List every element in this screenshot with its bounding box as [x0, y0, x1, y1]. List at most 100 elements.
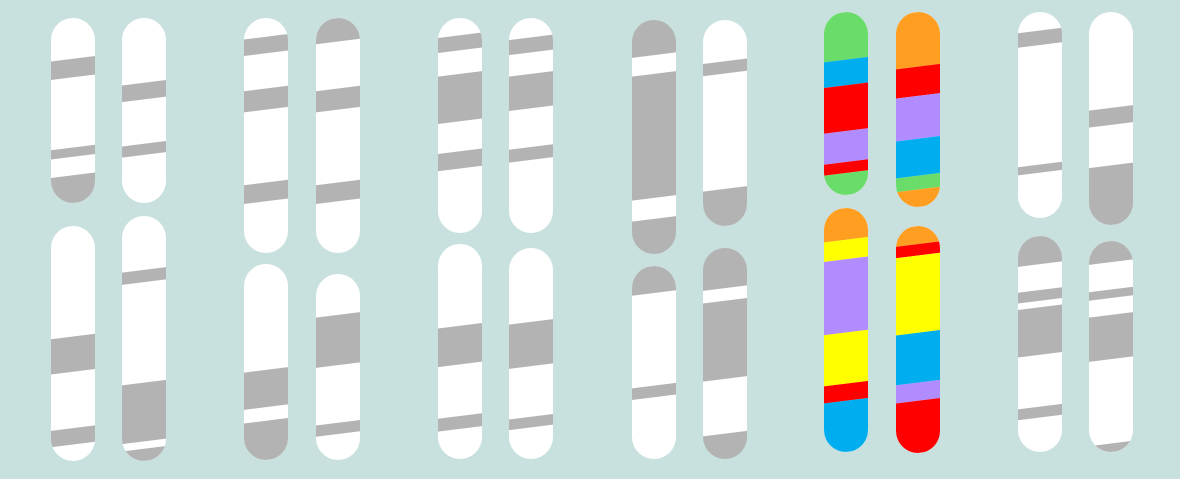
- chromosome-band: [824, 12, 868, 63]
- chromosome-band: [824, 380, 868, 404]
- chromosome-g2-bottom-b: [316, 274, 360, 460]
- chromosome-band: [896, 252, 940, 336]
- chromosome-g5-bottom-a: [824, 208, 868, 452]
- chromosome-band: [244, 179, 288, 205]
- chromosome-band: [824, 159, 868, 177]
- chromosome-band: [824, 256, 868, 336]
- chromosome-g6-bottom-a: [1018, 236, 1062, 452]
- chromosome-band: [1089, 104, 1133, 128]
- chromosome-band: [632, 266, 676, 297]
- chromosome-g3-top-b: [509, 18, 553, 233]
- chromosome-g1-bottom-b: [122, 216, 166, 461]
- chromosome-band: [316, 18, 360, 45]
- chromosome-band: [1089, 162, 1133, 225]
- chromosome-band: [51, 144, 95, 160]
- chromosome-band: [1018, 27, 1062, 48]
- chromosome-body: [632, 266, 676, 459]
- chromosome-band: [509, 413, 553, 431]
- chromosome-g4-top-a: [632, 20, 676, 254]
- chromosome-band: [896, 379, 940, 404]
- chromosome-band: [896, 12, 940, 70]
- chromosome-band: [896, 63, 940, 99]
- chromosome-g5-bottom-b: [896, 226, 940, 453]
- chromosome-band: [1018, 236, 1062, 268]
- chromosome-band: [122, 140, 166, 158]
- chromosome-band: [509, 318, 553, 370]
- chromosome-band: [632, 52, 676, 77]
- chromosome-band: [244, 366, 288, 411]
- chromosome-band: [316, 179, 360, 205]
- chromosome-band: [1018, 304, 1062, 358]
- chromosome-band: [896, 172, 940, 193]
- chromosome-band: [1018, 287, 1062, 304]
- chromosome-g5-top-b: [896, 12, 940, 207]
- chromosome-body: [122, 18, 166, 203]
- chromosome-band: [896, 397, 940, 453]
- chromosome-band: [122, 379, 166, 445]
- chromosome-band: [703, 185, 747, 226]
- chromosome-band: [1089, 241, 1133, 266]
- chromosome-band: [122, 266, 166, 286]
- chromosome-band: [632, 194, 676, 222]
- chromosome-band: [509, 34, 553, 56]
- chromosome-body: [244, 18, 288, 253]
- chromosome-band: [316, 311, 360, 369]
- chromosome-band: [51, 333, 95, 375]
- chromosome-body: [438, 18, 482, 233]
- chromosome-band: [244, 33, 288, 57]
- chromosome-band: [1018, 403, 1062, 421]
- chromosome-g6-bottom-b: [1089, 241, 1133, 452]
- chromosome-band: [896, 329, 940, 386]
- chromosome-band: [703, 375, 747, 437]
- chromosome-band: [824, 236, 868, 263]
- chromosome-g4-bottom-a: [632, 266, 676, 459]
- chromosome-band: [824, 208, 868, 243]
- chromosome-band: [51, 172, 95, 203]
- chromosome-g4-bottom-b: [703, 248, 747, 459]
- chromosome-band: [896, 92, 940, 142]
- chromosome-band: [244, 85, 288, 113]
- chromosome-band: [824, 82, 868, 134]
- chromosome-band: [1018, 161, 1062, 176]
- chromosome-band: [438, 322, 482, 368]
- chromosome-band: [824, 56, 868, 89]
- chromosome-g1-top-a: [51, 18, 95, 203]
- chromosome-band: [632, 382, 676, 401]
- chromosome-band: [824, 329, 868, 387]
- chromosome-body: [51, 18, 95, 203]
- chromosome-g2-bottom-a: [244, 264, 288, 460]
- chromosome-band: [244, 417, 288, 460]
- chromosome-band: [824, 397, 868, 452]
- chromosome-band: [509, 144, 553, 163]
- chromosome-band: [1089, 286, 1133, 301]
- chromosome-band: [703, 58, 747, 77]
- chromosome-band: [703, 285, 747, 304]
- chromosome-band: [509, 70, 553, 112]
- chromosome-band: [316, 85, 360, 113]
- chromosome-g3-bottom-b: [509, 248, 553, 459]
- chromosome-band: [896, 135, 940, 179]
- chromosome-body: [316, 18, 360, 253]
- chromosome-g6-top-b: [1089, 12, 1133, 225]
- chromosome-g4-top-b: [703, 20, 747, 226]
- chromosome-band: [438, 32, 482, 54]
- chromosome-band: [438, 148, 482, 172]
- chromosome-g1-top-b: [122, 18, 166, 203]
- chromosome-band: [824, 127, 868, 166]
- chromosome-band: [316, 419, 360, 437]
- chromosome-g2-top-a: [244, 18, 288, 253]
- chromosome-g6-top-a: [1018, 12, 1062, 218]
- chromosome-band: [1089, 311, 1133, 363]
- chromosome-band: [122, 79, 166, 103]
- chromosome-band: [51, 425, 95, 448]
- chromosome-g1-bottom-a: [51, 226, 95, 461]
- chromosome-g5-top-a: [824, 12, 868, 195]
- chromosome-band: [824, 170, 868, 195]
- chromosome-band: [896, 241, 940, 259]
- chromosome-g3-top-a: [438, 18, 482, 233]
- chromosome-g2-top-b: [316, 18, 360, 253]
- chromosome-g3-bottom-a: [438, 244, 482, 459]
- chromosome-band: [51, 55, 95, 81]
